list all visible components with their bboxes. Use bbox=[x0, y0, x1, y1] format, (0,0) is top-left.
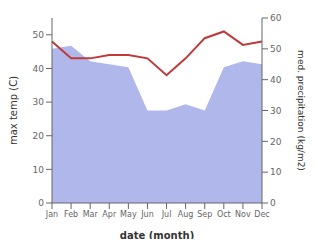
svg-text:Sep: Sep bbox=[197, 210, 212, 219]
svg-text:Mar: Mar bbox=[83, 210, 99, 219]
svg-text:40: 40 bbox=[270, 75, 282, 85]
svg-text:30: 30 bbox=[270, 106, 282, 116]
svg-text:max temp (C): max temp (C) bbox=[8, 76, 19, 145]
svg-text:20: 20 bbox=[33, 131, 45, 141]
svg-text:Jan: Jan bbox=[45, 210, 58, 219]
svg-text:40: 40 bbox=[33, 64, 45, 74]
svg-text:Jun: Jun bbox=[140, 210, 154, 219]
svg-text:Feb: Feb bbox=[64, 210, 78, 219]
svg-text:10: 10 bbox=[270, 167, 282, 177]
svg-text:date (month): date (month) bbox=[120, 230, 194, 239]
svg-text:Nov: Nov bbox=[235, 210, 251, 219]
svg-text:May: May bbox=[120, 210, 137, 219]
svg-text:0: 0 bbox=[38, 198, 44, 208]
svg-text:Aug: Aug bbox=[178, 210, 194, 219]
svg-text:30: 30 bbox=[33, 97, 45, 107]
svg-text:Apr: Apr bbox=[102, 210, 117, 219]
svg-text:60: 60 bbox=[270, 13, 282, 23]
svg-text:med. precipitation (kg/m2): med. precipitation (kg/m2) bbox=[296, 50, 306, 171]
svg-text:50: 50 bbox=[270, 44, 282, 54]
svg-text:10: 10 bbox=[33, 165, 45, 175]
svg-text:Jul: Jul bbox=[161, 210, 172, 219]
svg-text:Oct: Oct bbox=[217, 210, 231, 219]
svg-text:20: 20 bbox=[270, 137, 282, 147]
svg-text:0: 0 bbox=[270, 198, 276, 208]
svg-text:Dec: Dec bbox=[254, 210, 269, 219]
svg-text:50: 50 bbox=[33, 30, 45, 40]
